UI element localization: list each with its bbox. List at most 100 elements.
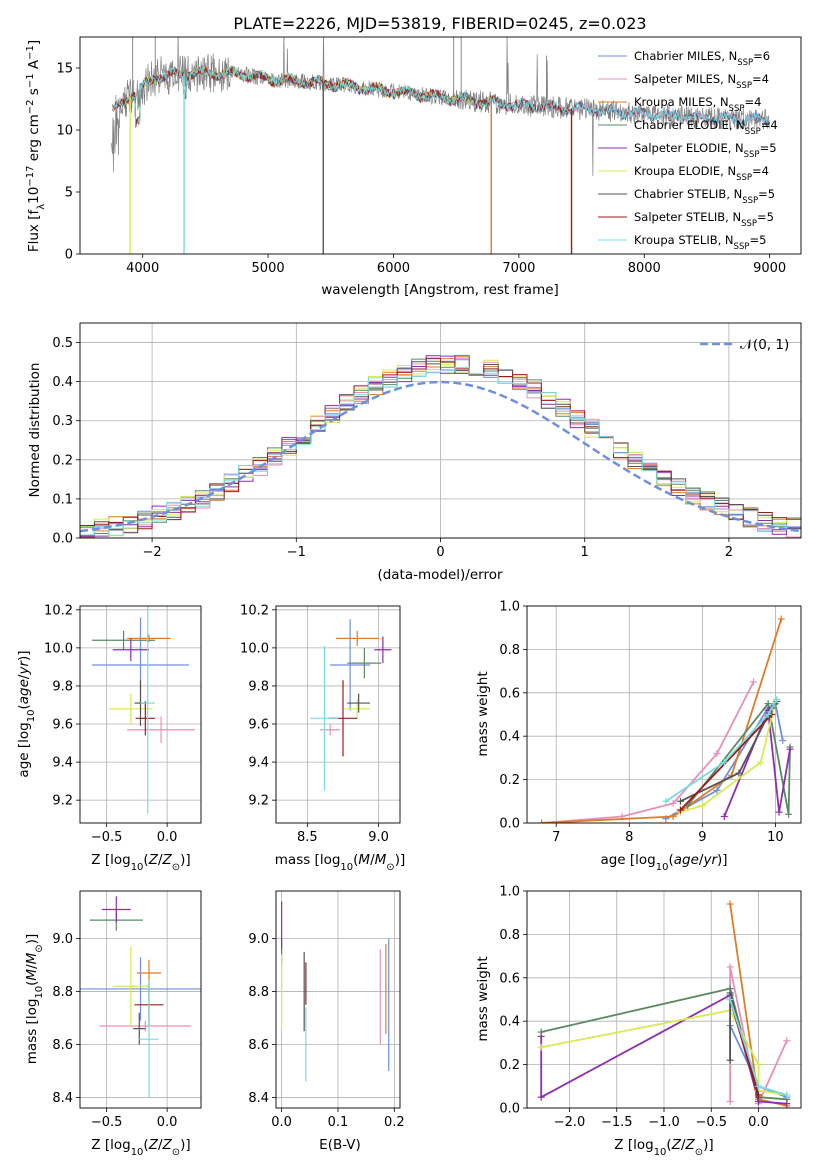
y-tick-label: 0.8 [499, 928, 520, 943]
y-tick-label: 8.4 [248, 1091, 269, 1106]
model-spectrum-line [112, 65, 771, 128]
legend-nssp: =5 [749, 233, 766, 247]
x-tick-label: −1 [287, 545, 306, 560]
x-axis-label: E(B-V) [319, 1137, 361, 1153]
y-tick-label: 8.6 [52, 1038, 73, 1053]
x-tick-label: 4000 [126, 261, 159, 276]
label-part: M [358, 852, 370, 868]
label-part: )] [703, 1137, 714, 1153]
label-part: age [log [16, 722, 32, 777]
label-part: M [24, 952, 40, 964]
label-part: −17 [25, 166, 36, 187]
x-tick-label: 1 [581, 545, 589, 560]
legend-nssp: =5 [760, 141, 777, 155]
x-tick-label: 0 [436, 545, 444, 560]
label-part: ( [353, 852, 358, 868]
label-part: age [16, 679, 32, 704]
y-tick-label: 1.0 [499, 885, 520, 900]
label-part: ⊙ [172, 1147, 180, 1158]
label-part: ⊙ [386, 862, 394, 873]
label-part: )] [180, 1137, 191, 1153]
weight-line [723, 709, 791, 817]
y-tick-label: 8.6 [248, 1038, 269, 1053]
label-part: )] [717, 852, 728, 868]
label-part: 10 [26, 187, 42, 204]
weight-line [680, 701, 777, 813]
y-tick-label: 0.1 [52, 492, 73, 507]
label-part: erg cm [26, 114, 42, 165]
x-tick-label: 8000 [628, 261, 661, 276]
legend-sub: SSP [745, 127, 761, 137]
label-part: 10 [26, 710, 37, 723]
spectrum-plot-area [110, 37, 771, 254]
legend-entry: 𝒩(0, 1) [740, 337, 789, 353]
spectrum-panel: 4000 5000 6000 7000 8000 9000 0 5 10 15 wavelength… [25, 36, 802, 298]
label-part: ( [16, 704, 32, 709]
y-axis-label: mass weight [475, 956, 491, 1041]
legend-sub: SSP [744, 150, 760, 160]
label-part: )] [180, 852, 191, 868]
y-tick-label: 10.2 [240, 603, 269, 618]
mass_vs_ebv-plot-area [281, 901, 390, 1082]
x-axis-label: age [log10(age/yr)] [600, 852, 727, 873]
y-axis-label: mass weight [475, 671, 491, 756]
legend-name: Chabrier ELODIE, N [634, 118, 745, 132]
legend-name: Chabrier MILES, N [634, 49, 737, 63]
y-tick-label: 0.6 [499, 686, 520, 701]
label-part: / [24, 964, 40, 969]
label-part: Z [162, 1137, 173, 1153]
legend-name: Salpeter MILES, N [634, 72, 736, 86]
label-part: Z [log [614, 1137, 653, 1153]
label-part: yr [16, 660, 32, 676]
x-tick-label: −0.5 [91, 830, 123, 845]
weight-line [541, 618, 783, 823]
y-tick-label: 0.4 [52, 375, 73, 390]
weight_vs_age-plot-area [538, 615, 794, 823]
label-part: 10 [654, 1147, 667, 1158]
y-axis-label: Normed distribution [27, 363, 43, 498]
y-tick-label: 1.0 [499, 600, 520, 615]
label-part: Z [685, 1137, 696, 1153]
label-part: Z [log [91, 852, 130, 868]
axes-frame [79, 890, 202, 1109]
label-part: )] [24, 934, 40, 945]
weight-line [665, 698, 778, 803]
label-part: 10 [340, 862, 353, 873]
weight-line [541, 681, 755, 823]
label-part: ( [24, 981, 40, 986]
y-tick-label: 0.8 [499, 643, 520, 658]
legend-name: Salpeter ELODIE, N [634, 141, 744, 155]
label-part: age [674, 852, 699, 868]
x-tick-label: 6000 [377, 261, 410, 276]
y-axis-label: mass [log10(M/M⊙)] [24, 934, 45, 1064]
normal-curve [80, 380, 801, 533]
label-part: / [158, 1137, 163, 1153]
x-tick-label: 5000 [252, 261, 285, 276]
x-tick-label: 9.0 [368, 830, 389, 845]
x-tick-label: −2 [143, 545, 162, 560]
legend-entry: Salpeter STELIB, NSSP=5 [634, 210, 774, 229]
legend-sub: SSP [741, 219, 757, 229]
legend-nssp: =4 [761, 118, 778, 132]
legend-sub: SSP [729, 104, 745, 114]
label-part: / [681, 1137, 686, 1153]
y-tick-label: 0 [65, 248, 73, 263]
legend-entry: Salpeter ELODIE, NSSP=5 [634, 141, 777, 160]
y-tick-label: 9.2 [52, 794, 73, 809]
x-tick-label: 0.2 [384, 1115, 405, 1130]
y-tick-label: 9.2 [248, 794, 269, 809]
label-part: 10 [131, 862, 144, 873]
age_vs_Z-plot-area [92, 606, 195, 814]
label-part: −1 [25, 45, 36, 60]
y-tick-label: 9.0 [52, 932, 73, 947]
x-tick-label: 0.0 [748, 1115, 769, 1130]
y-tick-label: 15 [56, 62, 73, 77]
label-part: / [370, 852, 375, 868]
y-tick-label: 0.0 [52, 532, 73, 547]
y-tick-label: 8.8 [52, 985, 73, 1000]
x-axis-label: Z [log10(Z/Z⊙)] [91, 1137, 190, 1158]
label-part: ⊙ [172, 862, 180, 873]
x-axis-label: Z [log10(Z/Z⊙)] [91, 852, 190, 873]
histogram-step [80, 366, 801, 536]
label-part: Flux [f [26, 209, 42, 253]
